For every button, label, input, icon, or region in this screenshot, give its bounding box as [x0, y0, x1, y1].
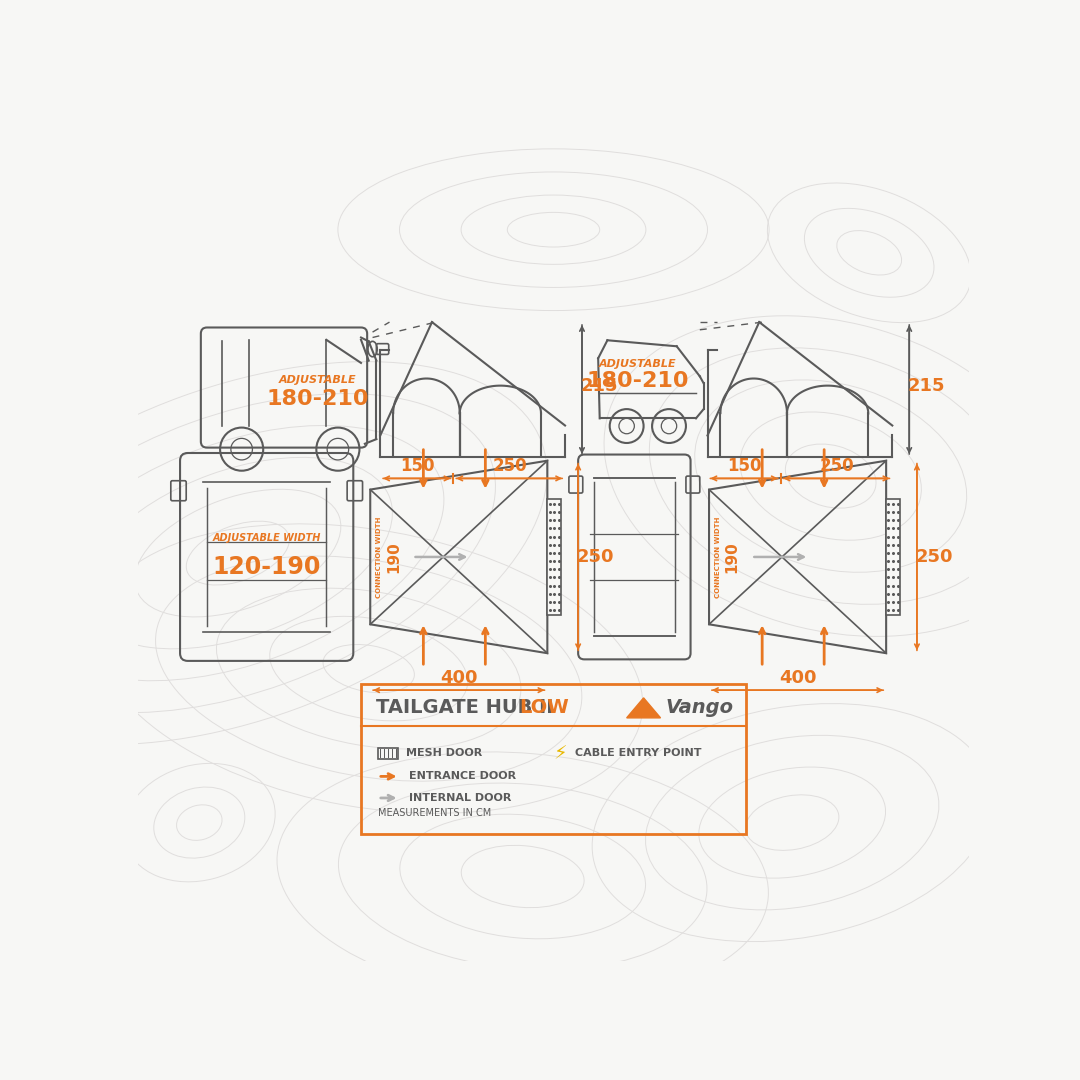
Polygon shape [626, 698, 661, 718]
Text: 250: 250 [820, 457, 854, 475]
Text: ADJUSTABLE WIDTH: ADJUSTABLE WIDTH [213, 532, 321, 542]
Bar [361, 684, 746, 834]
Text: MESH DOOR: MESH DOOR [406, 748, 482, 758]
Text: 250: 250 [492, 457, 527, 475]
Text: 120-190: 120-190 [213, 554, 321, 579]
Text: 190: 190 [725, 541, 740, 572]
Text: ⚡: ⚡ [554, 744, 567, 762]
Bar [378, 748, 397, 758]
Bar [548, 499, 562, 615]
Text: 400: 400 [779, 669, 816, 687]
Text: 215: 215 [907, 377, 945, 394]
Text: 400: 400 [440, 669, 477, 687]
Text: 190: 190 [386, 541, 401, 572]
Text: LOW: LOW [518, 698, 568, 717]
Text: 150: 150 [400, 457, 434, 475]
Bar [886, 499, 900, 615]
Text: 215: 215 [580, 377, 618, 394]
Text: CONNECTION WIDTH: CONNECTION WIDTH [377, 516, 382, 597]
Text: CONNECTION WIDTH: CONNECTION WIDTH [715, 516, 721, 597]
Text: 180-210: 180-210 [586, 372, 689, 391]
Text: ADJUSTABLE: ADJUSTABLE [279, 375, 356, 384]
Text: Vango: Vango [665, 698, 733, 717]
Text: CABLE ENTRY POINT: CABLE ENTRY POINT [575, 748, 702, 758]
Text: INTERNAL DOOR: INTERNAL DOOR [408, 793, 511, 802]
Text: MEASUREMENTS IN CM: MEASUREMENTS IN CM [378, 808, 491, 819]
Text: ADJUSTABLE: ADJUSTABLE [599, 360, 677, 369]
Text: 250: 250 [915, 548, 953, 566]
Text: TAILGATE HUB II: TAILGATE HUB II [377, 698, 561, 717]
Text: 150: 150 [727, 457, 761, 475]
Text: 180-210: 180-210 [267, 389, 368, 409]
Text: 250: 250 [577, 548, 613, 566]
Text: ENTRANCE DOOR: ENTRANCE DOOR [408, 771, 516, 782]
